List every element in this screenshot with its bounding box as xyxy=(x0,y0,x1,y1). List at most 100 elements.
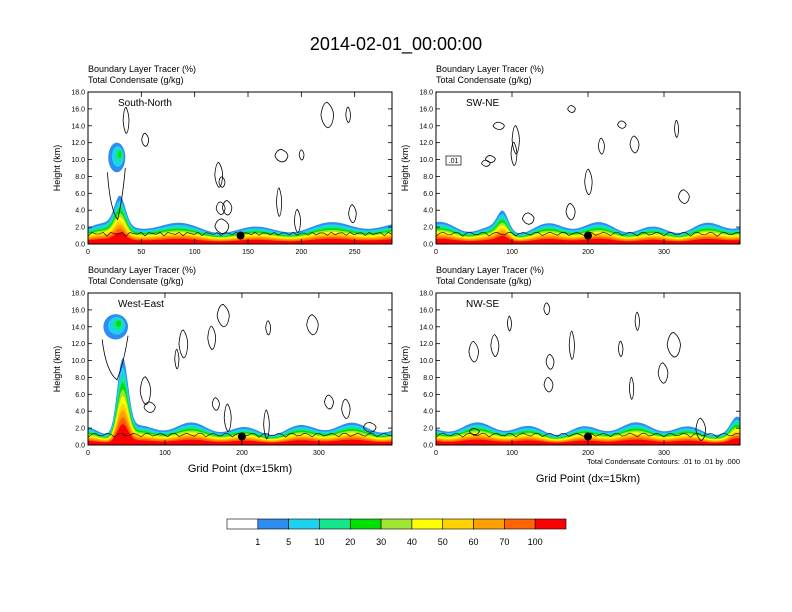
y-tick-label: 18.0 xyxy=(419,90,433,97)
colorbar-label: 20 xyxy=(345,537,355,547)
panel-header-line1: Boundary Layer Tracer (%) xyxy=(436,265,544,275)
y-tick-label: 14.0 xyxy=(71,123,85,130)
condensate-contour xyxy=(274,149,289,163)
y-tick-label: 8.0 xyxy=(75,174,85,181)
y-tick-label: 16.0 xyxy=(71,106,85,113)
condensate-contour xyxy=(677,189,690,204)
condensate-contour xyxy=(666,332,681,358)
colorbar-label: 60 xyxy=(469,537,479,547)
y-tick-label: 18.0 xyxy=(71,90,85,97)
panel-sw-ne: Boundary Layer Tracer (%) Total Condensa… xyxy=(400,64,741,256)
y-tick-label: 14.0 xyxy=(419,123,433,130)
tracer-blob xyxy=(118,150,122,159)
colorbar-label: 30 xyxy=(376,537,386,547)
y-tick-label: 18.0 xyxy=(71,291,85,298)
panel-label: SW-NE xyxy=(466,98,499,109)
colorbar: 1 5 10 20 30 40 50 60 70 100 xyxy=(226,518,567,547)
y-tick-label: 8.0 xyxy=(423,375,433,382)
x-tick-label: 100 xyxy=(506,450,518,457)
plot-frame xyxy=(435,91,741,245)
condensate-contour xyxy=(468,341,479,363)
panel-header-line1: Boundary Layer Tracer (%) xyxy=(88,64,196,74)
x-tick-label: 150 xyxy=(242,249,254,256)
condensate-contour xyxy=(324,394,334,410)
condensate-contour xyxy=(634,311,640,331)
x-tick-label: 300 xyxy=(658,450,670,457)
location-marker xyxy=(584,231,592,240)
y-tick-label: 6.0 xyxy=(75,191,85,198)
tracer-band xyxy=(88,232,392,244)
condensate-contour xyxy=(584,168,593,196)
location-marker xyxy=(237,432,246,441)
colorbar-swatch xyxy=(257,518,289,530)
contour-label-box xyxy=(445,155,462,166)
condensate-contour xyxy=(218,176,226,188)
colorbar-label: 1 xyxy=(255,537,260,547)
x-tick-label: 100 xyxy=(189,249,201,256)
condensate-contour xyxy=(143,401,156,413)
condensate-contour xyxy=(276,187,283,217)
condensate-contour xyxy=(263,409,270,440)
y-tick-label: 8.0 xyxy=(75,375,85,382)
x-tick-label: 0 xyxy=(434,450,438,457)
condensate-contour xyxy=(468,427,480,436)
contour-label: .01 xyxy=(449,158,459,165)
condensate-contour xyxy=(618,340,624,357)
y-axis-label: Height (km) xyxy=(52,145,62,192)
condensate-contour xyxy=(597,137,605,155)
location-marker xyxy=(236,231,245,240)
colorbar-swatch xyxy=(380,518,413,530)
condensate-contour xyxy=(510,141,518,166)
y-tick-label: 14.0 xyxy=(71,324,85,331)
x-tick-label: 200 xyxy=(295,249,307,256)
panel-label: NW-SE xyxy=(466,299,499,310)
tracer-band xyxy=(88,424,392,445)
condensate-contour xyxy=(490,334,500,357)
panel-label: West-East xyxy=(118,299,164,310)
y-tick-label: 2.0 xyxy=(423,426,433,433)
colorbar-label: 40 xyxy=(407,537,417,547)
condensate-contour xyxy=(567,105,576,113)
y-tick-label: 14.0 xyxy=(419,324,433,331)
x-tick-label: 250 xyxy=(349,249,361,256)
condensate-contour xyxy=(568,330,575,360)
condensate-contour xyxy=(223,403,232,432)
condensate-contour xyxy=(617,120,627,129)
x-tick-label: 200 xyxy=(236,450,248,457)
y-tick-label: 12.0 xyxy=(419,341,433,348)
condensate-contour xyxy=(216,304,230,328)
y-tick-label: 16.0 xyxy=(419,307,433,314)
y-tick-label: 0.0 xyxy=(75,242,85,249)
y-tick-label: 12.0 xyxy=(419,140,433,147)
x-tick-label: 100 xyxy=(506,249,518,256)
y-tick-label: 0.0 xyxy=(423,443,433,450)
x-tick-label: 0 xyxy=(86,450,90,457)
condensate-contour xyxy=(492,121,505,130)
x-tick-label: 300 xyxy=(313,450,325,457)
condensate-contour xyxy=(341,398,351,419)
condensate-contour xyxy=(543,302,551,316)
x-tick-label: 100 xyxy=(159,450,171,457)
condensate-contour xyxy=(507,315,512,332)
condensate-contour xyxy=(214,218,230,234)
y-tick-label: 2.0 xyxy=(75,225,85,232)
condensate-contour xyxy=(481,159,491,167)
plot-frame xyxy=(87,91,393,245)
location-marker xyxy=(584,432,592,441)
y-tick-label: 4.0 xyxy=(423,409,433,416)
panel-header-line1: Boundary Layer Tracer (%) xyxy=(436,64,544,74)
condensate-contour xyxy=(211,397,220,411)
condensate-contour xyxy=(293,208,301,233)
condensate-contour xyxy=(174,348,180,370)
condensate-contour xyxy=(565,203,576,221)
colorbar-swatch xyxy=(349,518,382,530)
y-tick-label: 6.0 xyxy=(423,191,433,198)
panel-header-line1: Boundary Layer Tracer (%) xyxy=(88,265,196,275)
panel-header-line2: Total Condensate (g/kg) xyxy=(436,276,532,286)
condensate-contour xyxy=(629,135,640,154)
colorbar-swatch xyxy=(288,518,320,530)
condensate-contour xyxy=(101,335,129,381)
plot-area xyxy=(436,105,740,244)
y-tick-label: 8.0 xyxy=(423,174,433,181)
colorbar-swatch xyxy=(442,518,474,530)
